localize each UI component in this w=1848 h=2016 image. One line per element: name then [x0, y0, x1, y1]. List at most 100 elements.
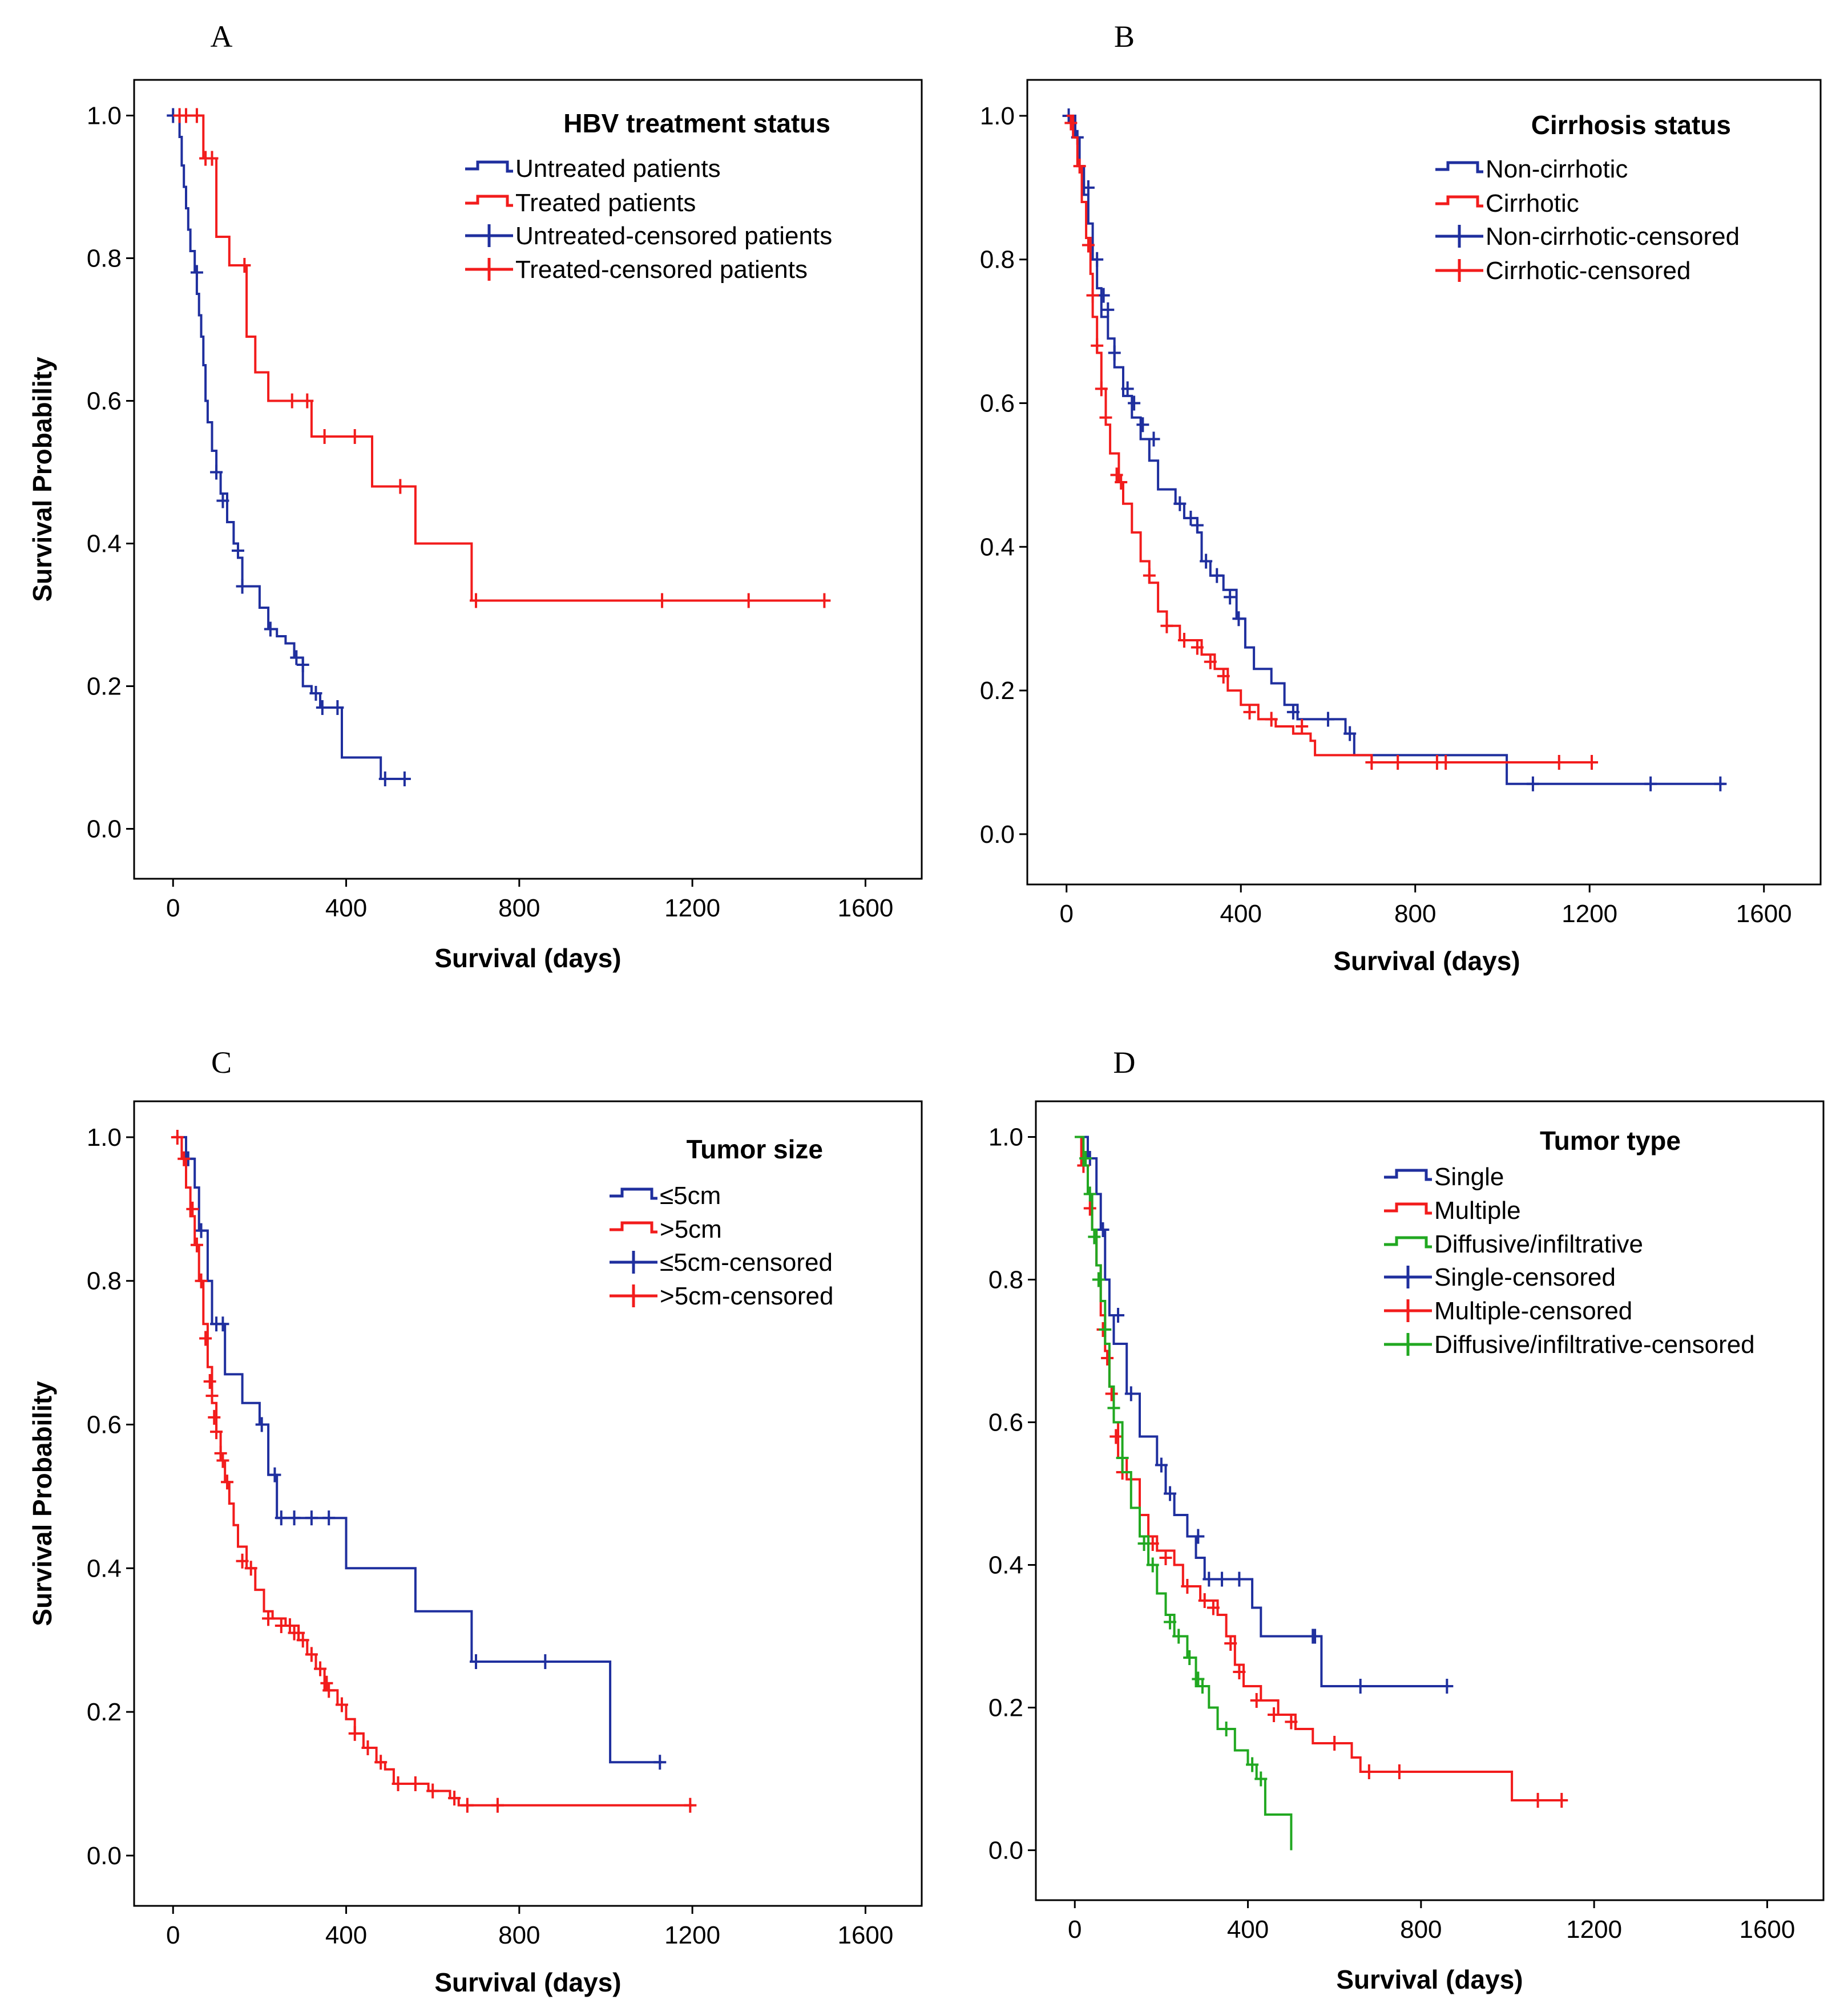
panel-b-series-cirrhotic-censor-mark [1082, 237, 1095, 253]
panel-b: B 0.0 0.2 0.4 0.6 0.8 1.0 0 400 800 1200 1600 Sur… [980, 19, 1822, 976]
panel-d-series-single-censor-mark [1192, 1529, 1205, 1544]
panel-c-series-gt5cm-censor-mark [208, 1409, 221, 1425]
panel-b-legend-swatch-non-cirrhotic [1435, 161, 1483, 173]
panel-b-series-cirrhotic-censor-mark [1585, 754, 1599, 770]
panel-b-series-non-cirrhotic-censor-mark [1147, 431, 1160, 447]
panel-d-series-multiple-censor-mark [1328, 1736, 1341, 1751]
panel-b-series-non-cirrhotic-censor-mark [1224, 589, 1237, 605]
panel-c-y-tick-label: 0.2 [87, 1698, 122, 1726]
panel-b-series-non-cirrhotic-censor-mark [1526, 776, 1539, 791]
panel-a-series-treated-patients-line [179, 114, 827, 602]
panel-d-x-axis-title: Survival (days) [1336, 1965, 1523, 1994]
panel-b-y-tick-label: 0.4 [980, 533, 1015, 561]
panel-b-series-cirrhotic-censor-mark [1243, 704, 1256, 720]
panel-a-y-tick-label: 0.0 [87, 815, 122, 843]
panel-a-x-ticks: 0 400 800 1200 1600 [166, 879, 893, 922]
panel-a-x-tick-label: 0 [166, 894, 180, 922]
panel-d-series-multiple-censor-mark [1531, 1793, 1544, 1808]
panel-c-y-tick-label: 0.4 [87, 1554, 122, 1582]
panel-d-series-diffusive-infiltrative-censor-mark [1083, 1186, 1096, 1202]
panel-d-legend-title: Tumor type [1540, 1126, 1681, 1156]
panel-a-legend-swatch-untreated-censored [465, 224, 513, 247]
panel-c-series-gt5cm-censor-mark [195, 1273, 208, 1288]
panel-c-x-tick-label: 1600 [837, 1921, 893, 1949]
panel-d-x-tick-label: 800 [1400, 1916, 1442, 1944]
panel-c-series-gt5cm-censor-mark [262, 1611, 275, 1626]
panel-d-series-diffusive-infiltrative-censor-mark [1107, 1400, 1120, 1416]
panel-a-letter: A [211, 19, 233, 54]
panel-d-legend-swatch-single-censored [1384, 1266, 1432, 1288]
panel-c-series-gt5cm-censor-mark [461, 1797, 474, 1813]
panel-a-y-tick-label: 0.4 [87, 530, 122, 558]
panel-c-series-gt5cm-censor-mark [374, 1755, 388, 1770]
panel-c-series-le5cm-censor-mark [195, 1223, 208, 1238]
panel-c-series-gt5cm-censor-mark [244, 1561, 257, 1576]
panel-d-series-diffusive-infiltrative-censor-mark [1092, 1272, 1105, 1287]
panel-d-legend-label-multiple-censored: Multiple-censored [1434, 1297, 1632, 1325]
panel-c-series [171, 1129, 697, 1813]
panel-c-series-gt5cm-censor-mark [392, 1776, 405, 1791]
panel-b-series-non-cirrhotic-censor-mark [1082, 180, 1095, 195]
panel-b-legend-label-non-cirrhotic: Non-cirrhotic [1486, 155, 1628, 183]
panel-b-series-non-cirrhotic-censor-mark [1101, 302, 1115, 317]
panel-c-legend-label-gt5cm-censored: >5cm-censored [660, 1282, 833, 1310]
panel-d-series-multiple-censor-mark [1181, 1579, 1194, 1594]
panel-a-series-untreated-patients-censor-mark [264, 621, 277, 637]
panel-a-series-treated-patients-censor-mark [179, 108, 192, 123]
panel-d-legend-swatch-multiple [1384, 1202, 1432, 1215]
panel-d-letter: D [1113, 1045, 1136, 1080]
panel-a-y-tick-label: 1.0 [87, 102, 122, 130]
panel-a-y-tick-label: 0.2 [87, 673, 122, 701]
panel-d-y-tick-label: 0.0 [988, 1837, 1023, 1865]
panel-d-x-ticks: 0 400 800 1200 1600 [1068, 1900, 1795, 1944]
panel-b-y-tick-label: 0.8 [980, 246, 1015, 274]
panel-d-series-diffusive-infiltrative-censor-mark [1146, 1557, 1159, 1573]
panel-d-series-multiple-censor-mark [1224, 1636, 1237, 1651]
panel-b-series-cirrhotic-censor-mark [1086, 288, 1099, 303]
panel-d-series-diffusive-infiltrative-censor-mark [1196, 1679, 1209, 1694]
panel-d-series-multiple-censor-mark [1083, 1201, 1096, 1216]
panel-c-series-gt5cm-censor-mark [314, 1661, 327, 1676]
panel-c-series-gt5cm-censor-mark [214, 1445, 227, 1461]
panel-c-x-axis-title: Survival (days) [434, 1967, 621, 1997]
panel-b-legend: Cirrhosis status Non-cirrhotic Cirrhotic… [1435, 110, 1740, 285]
panel-c-series-gt5cm-censor-mark [335, 1697, 348, 1712]
panel-a-series-treated-patients-censor-mark [742, 593, 755, 608]
panel-b-series-cirrhotic-line [1066, 114, 1594, 763]
panel-b-series-non-cirrhotic-censor-mark [1121, 381, 1134, 397]
panel-d-series-diffusive-infiltrative-censor-mark [1254, 1771, 1268, 1787]
panel-d-legend-label-single: Single [1434, 1163, 1504, 1191]
panel-a-y-ticks: 0.0 0.2 0.4 0.6 0.8 1.0 [87, 102, 134, 843]
panel-d-legend-label-multiple: Multiple [1434, 1197, 1521, 1225]
panel-a-legend-label-untreated: Untreated patients [515, 155, 721, 183]
panel-b-series-cirrhotic-censor-mark [1099, 410, 1112, 425]
panel-a-series-untreated-patients-censor-mark [309, 686, 322, 701]
panel-d-series-multiple-censor-mark [1393, 1764, 1406, 1779]
panel-c-series-le5cm-censor-mark [216, 1316, 229, 1332]
panel-c-legend-swatch-gt5cm [610, 1221, 657, 1234]
panel-a-series-untreated-patients-censor-mark [210, 464, 223, 480]
panel-b-series-non-cirrhotic-censor-mark [1184, 510, 1197, 526]
panel-d-y-tick-label: 1.0 [988, 1124, 1023, 1152]
panel-c-series-gt5cm-censor-mark [199, 1331, 212, 1346]
panel-d-series-diffusive-infiltrative-censor-mark [1246, 1757, 1259, 1772]
panel-c-series-le5cm-censor-mark [653, 1755, 667, 1770]
panel-c-y-ticks: 0.0 0.2 0.4 0.6 0.8 1.0 [87, 1124, 134, 1870]
panel-b-series-cirrhotic-censor-mark [1391, 754, 1405, 770]
panel-b-series-cirrhotic-censor-mark [1064, 115, 1078, 131]
panel-b-series-non-cirrhotic-censor-mark [1191, 518, 1204, 533]
panel-b-legend-label-non-cirrhotic-censored: Non-cirrhotic-censored [1486, 223, 1740, 251]
panel-c-series-gt5cm-censor-mark [190, 1237, 203, 1253]
panel-d-series-multiple-censor-mark [1555, 1793, 1568, 1808]
panel-a-series-untreated-patients-censor-mark [378, 771, 392, 786]
panel-b-legend-swatch-cirrhotic-censored [1435, 259, 1483, 282]
panel-c-series-le5cm-censor-mark [322, 1510, 336, 1526]
panel-b-series-non-cirrhotic-censor-mark [1232, 611, 1245, 627]
panel-d-series-single-censor-mark [1309, 1629, 1322, 1644]
panel-b-x-tick-label: 400 [1220, 900, 1262, 928]
panel-b-y-tick-label: 0.6 [980, 390, 1015, 418]
panel-b-series-non-cirrhotic-censor-mark [1286, 704, 1300, 720]
panel-d-y-tick-label: 0.6 [988, 1409, 1023, 1437]
panel-a-series-untreated-patients-censor-mark [190, 265, 203, 280]
